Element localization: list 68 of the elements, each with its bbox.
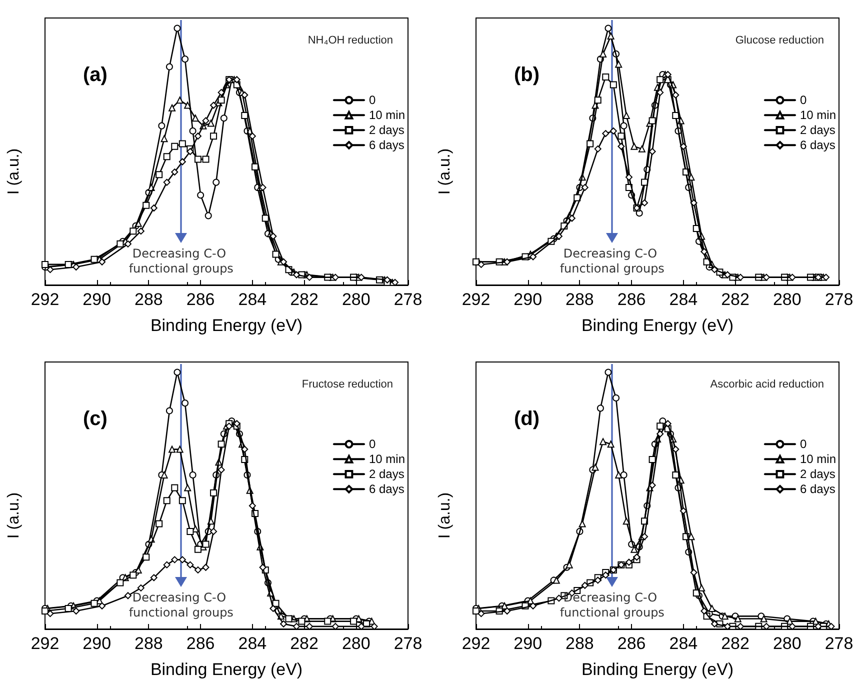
x-tick-label: 280	[772, 290, 802, 309]
x-tick-label: 288	[566, 634, 594, 653]
y-axis-title: I (a.u.)	[436, 148, 454, 195]
x-tick-label: 292	[30, 290, 60, 309]
y-axis-title: I (a.u.)	[6, 148, 22, 195]
x-tick-label: 290	[82, 290, 112, 309]
legend-label: 0	[368, 93, 376, 108]
x-tick-label: 292	[30, 634, 60, 653]
text: (b)	[514, 64, 540, 86]
legend-label: 2 days	[800, 123, 836, 138]
x-tick-label: 290	[82, 634, 112, 653]
x-tick-label: 282	[290, 634, 318, 653]
x-tick-label: 286	[186, 290, 215, 309]
x-tick-label: 284	[238, 290, 267, 309]
text: NH₄OH reduction	[308, 34, 393, 46]
text: Glucose reduction	[735, 34, 824, 46]
x-tick-label: 278	[824, 290, 854, 309]
annotation: Decreasing C-O functional groups	[128, 246, 234, 276]
legend-label: 10 min	[800, 108, 836, 122]
x-tick-label: 282	[721, 634, 750, 653]
text: (a)	[83, 64, 108, 86]
x-tick-label: 284	[669, 634, 698, 653]
x-tick-label: 284	[669, 290, 698, 309]
text: Fructose reduction	[302, 378, 394, 390]
x-tick-label: 282	[290, 290, 318, 309]
x-tick-label: 286	[617, 290, 646, 309]
legend-label: 6 days	[368, 138, 404, 152]
x-tick-label: 290	[514, 290, 542, 309]
x-tick-label: 288	[134, 290, 163, 309]
annotation: Decreasing C-O functional groups	[560, 590, 664, 620]
x-tick-label: 282	[721, 290, 750, 309]
legend-label: 0	[368, 437, 376, 452]
x-tick-label: 278	[394, 634, 422, 653]
legend-label: 10 min	[368, 452, 406, 466]
legend-label: 6 days	[800, 138, 836, 152]
x-axis-title: Binding Energy (eV)	[581, 316, 734, 335]
text: Ascorbic acid reduction	[710, 378, 824, 390]
annotation: Decreasing C-O functional groups	[128, 590, 234, 620]
legend-label: 0	[800, 93, 807, 108]
x-tick-label: 280	[772, 634, 802, 653]
y-axis-title: I (a.u.)	[436, 492, 454, 539]
legend-label: 10 min	[800, 452, 836, 466]
legend-label: 2 days	[800, 467, 836, 482]
legend-label: 6 days	[368, 482, 404, 496]
legend-label: 2 days	[368, 123, 404, 138]
x-tick-label: 292	[462, 634, 490, 653]
x-tick-label: 292	[462, 290, 490, 309]
x-axis-title: Binding Energy (eV)	[150, 316, 303, 335]
annotation: Decreasing C-O functional groups	[560, 246, 664, 276]
x-tick-label: 288	[566, 290, 594, 309]
y-axis-title: I (a.u.)	[6, 492, 22, 539]
x-tick-label: 278	[394, 290, 422, 309]
legend-label: 6 days	[800, 482, 836, 496]
legend-label: 2 days	[368, 467, 404, 482]
x-tick-label: 280	[342, 634, 370, 653]
x-tick-label: 286	[617, 634, 646, 653]
legend-label: 0	[800, 437, 807, 452]
legend-label: 10 min	[368, 108, 406, 122]
text: (d)	[514, 408, 540, 430]
x-axis-title: Binding Energy (eV)	[150, 660, 303, 679]
x-tick-label: 288	[134, 634, 163, 653]
x-tick-label: 290	[514, 634, 542, 653]
x-tick-label: 284	[238, 634, 267, 653]
x-tick-label: 278	[824, 634, 854, 653]
x-tick-label: 286	[186, 634, 215, 653]
x-axis-title: Binding Energy (eV)	[581, 660, 734, 679]
text: (c)	[83, 408, 108, 430]
x-tick-label: 280	[342, 290, 370, 309]
